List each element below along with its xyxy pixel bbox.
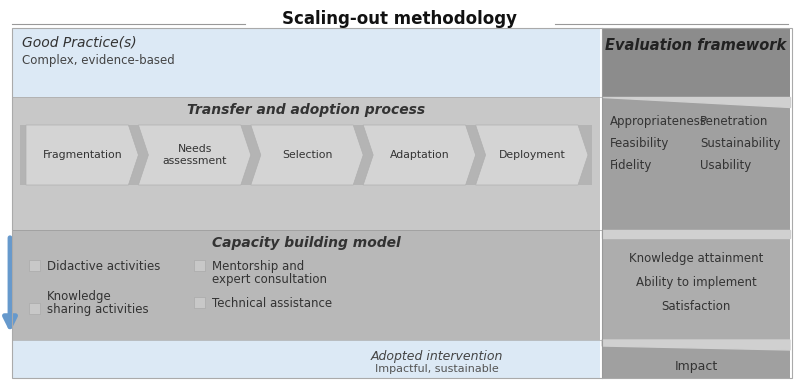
Polygon shape bbox=[602, 230, 790, 238]
FancyBboxPatch shape bbox=[29, 303, 40, 314]
Polygon shape bbox=[26, 125, 138, 185]
Text: Feasibility: Feasibility bbox=[610, 137, 670, 150]
Polygon shape bbox=[475, 125, 588, 185]
Text: Penetration: Penetration bbox=[700, 115, 768, 128]
Text: Didactive activities: Didactive activities bbox=[47, 260, 160, 273]
Text: Impact: Impact bbox=[674, 360, 718, 373]
Polygon shape bbox=[138, 125, 251, 185]
Text: Technical assistance: Technical assistance bbox=[212, 297, 332, 310]
Polygon shape bbox=[602, 340, 790, 350]
FancyBboxPatch shape bbox=[602, 28, 790, 97]
Text: Complex, evidence-based: Complex, evidence-based bbox=[22, 54, 174, 67]
Text: Adopted intervention: Adopted intervention bbox=[370, 350, 503, 363]
FancyBboxPatch shape bbox=[29, 260, 40, 271]
Text: Selection: Selection bbox=[282, 150, 332, 160]
Text: Ability to implement: Ability to implement bbox=[636, 276, 756, 289]
Text: Knowledge: Knowledge bbox=[47, 290, 112, 303]
FancyBboxPatch shape bbox=[12, 28, 600, 97]
Text: Good Practice(s): Good Practice(s) bbox=[22, 36, 137, 50]
FancyBboxPatch shape bbox=[20, 125, 592, 185]
FancyBboxPatch shape bbox=[12, 340, 600, 378]
Polygon shape bbox=[251, 125, 363, 185]
FancyBboxPatch shape bbox=[194, 297, 205, 308]
Text: Appropriateness: Appropriateness bbox=[610, 115, 707, 128]
Text: Mentorship and: Mentorship and bbox=[212, 260, 304, 273]
Text: Satisfaction: Satisfaction bbox=[662, 300, 730, 313]
Text: Transfer and adoption process: Transfer and adoption process bbox=[187, 103, 425, 117]
Text: Usability: Usability bbox=[700, 159, 751, 172]
Text: Knowledge attainment: Knowledge attainment bbox=[629, 252, 763, 265]
Text: Fragmentation: Fragmentation bbox=[42, 150, 122, 160]
Text: Evaluation framework: Evaluation framework bbox=[606, 38, 786, 53]
Text: Sustainability: Sustainability bbox=[700, 137, 781, 150]
FancyBboxPatch shape bbox=[602, 230, 790, 340]
Text: Capacity building model: Capacity building model bbox=[212, 236, 400, 250]
FancyBboxPatch shape bbox=[602, 340, 790, 378]
FancyBboxPatch shape bbox=[12, 230, 600, 340]
Text: expert consultation: expert consultation bbox=[212, 273, 327, 286]
FancyBboxPatch shape bbox=[602, 97, 790, 230]
FancyBboxPatch shape bbox=[12, 97, 600, 230]
Polygon shape bbox=[363, 125, 475, 185]
Text: Needs
assessment: Needs assessment bbox=[162, 144, 226, 166]
Text: Fidelity: Fidelity bbox=[610, 159, 652, 172]
Polygon shape bbox=[602, 97, 790, 107]
FancyBboxPatch shape bbox=[194, 260, 205, 271]
Text: Deployment: Deployment bbox=[498, 150, 565, 160]
Text: Adaptation: Adaptation bbox=[390, 150, 450, 160]
Text: Scaling-out methodology: Scaling-out methodology bbox=[282, 10, 518, 28]
Text: Impactful, sustainable: Impactful, sustainable bbox=[375, 364, 498, 374]
Text: sharing activities: sharing activities bbox=[47, 303, 149, 316]
